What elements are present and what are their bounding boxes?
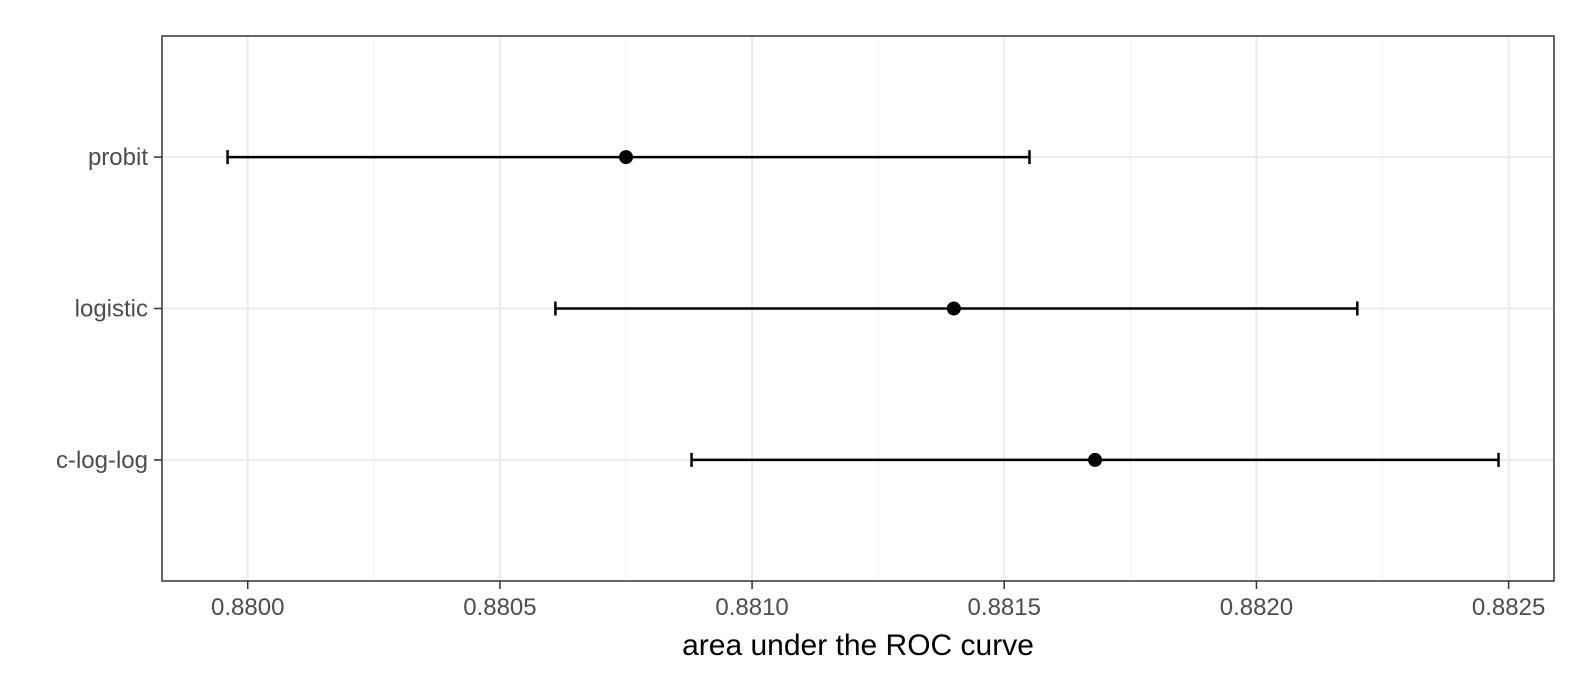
x-tick-label: 0.8805 xyxy=(463,594,536,621)
data-marks xyxy=(226,150,1500,467)
point-estimate xyxy=(946,301,961,316)
y-tick-label: probit xyxy=(88,144,148,171)
point-estimate xyxy=(1088,452,1103,467)
x-axis: 0.8800 0.8805 0.8810 0.8815 0.8820 0.8825 xyxy=(211,581,1545,621)
x-tick-label: 0.8825 xyxy=(1472,594,1545,621)
x-tick-label: 0.8815 xyxy=(968,594,1041,621)
y-tick-label: c-log-log xyxy=(56,447,148,474)
x-tick-label: 0.8820 xyxy=(1220,594,1293,621)
point-estimate xyxy=(619,150,633,165)
x-tick-label: 0.8810 xyxy=(715,594,788,621)
x-tick-label: 0.8800 xyxy=(211,594,284,621)
y-tick-label: logistic xyxy=(75,296,148,323)
y-axis: probit logistic c-log-log xyxy=(56,144,162,474)
x-axis-title: area under the ROC curve xyxy=(682,629,1034,662)
